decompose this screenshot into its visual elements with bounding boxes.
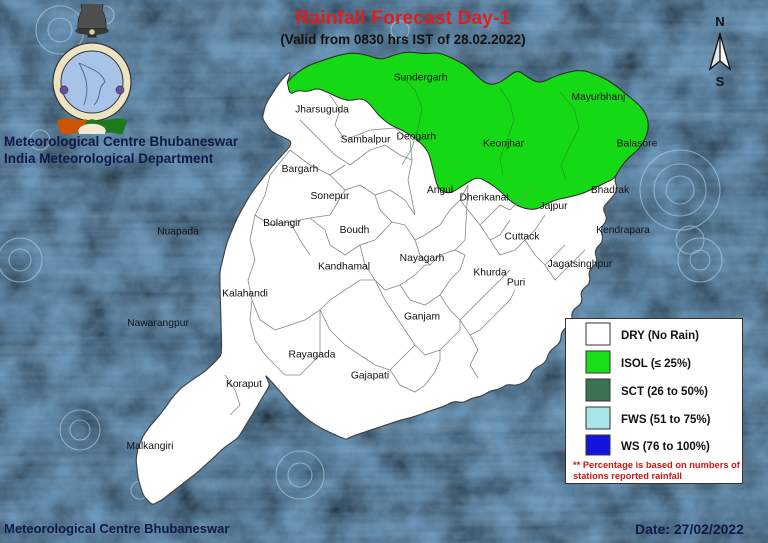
svg-text:Jajpur: Jajpur [539,201,568,212]
svg-text:FWS (51 to 75%): FWS (51 to 75%) [621,414,711,426]
svg-text:stations reported rainfall: stations reported rainfall [573,471,682,481]
svg-text:Angul: Angul [427,185,453,196]
svg-text:S: S [716,74,725,89]
svg-text:Jharsuguda: Jharsuguda [295,105,349,116]
svg-text:Sonepur: Sonepur [311,191,351,202]
svg-text:Khurda: Khurda [473,267,506,278]
svg-text:Malkangiri: Malkangiri [127,441,174,452]
svg-text:Nuapada: Nuapada [157,227,199,238]
svg-text:Jagatsinghpur: Jagatsinghpur [548,259,613,270]
svg-text:Bargarh: Bargarh [282,164,319,175]
svg-text:Sambalpur: Sambalpur [341,134,391,145]
svg-text:Keonjhar: Keonjhar [483,139,525,150]
svg-text:DRY (No Rain): DRY (No Rain) [621,330,699,342]
svg-text:Mayurbhanj: Mayurbhanj [571,92,625,103]
svg-text:Ganjam: Ganjam [404,311,440,322]
svg-text:Balasore: Balasore [617,139,658,150]
svg-text:WS (76 to 100%): WS (76 to 100%) [621,441,710,453]
svg-text:Dhenkanal: Dhenkanal [459,193,508,204]
svg-text:Gajapati: Gajapati [351,371,389,382]
svg-text:SCT (26 to 50%): SCT (26 to 50%) [621,386,708,398]
svg-text:Boudh: Boudh [340,225,370,236]
svg-text:ISOL (≤ 25%): ISOL (≤ 25%) [621,358,691,370]
svg-text:Kandhamal: Kandhamal [318,261,370,272]
svg-text:Rayagada: Rayagada [289,349,336,360]
svg-text:N: N [715,14,724,29]
svg-text:Koraput: Koraput [226,379,262,390]
svg-text:Puri: Puri [507,277,525,288]
svg-text:Cuttack: Cuttack [505,232,541,243]
svg-text:Kendrapara: Kendrapara [596,225,650,236]
svg-text:Bhadrak: Bhadrak [591,185,630,196]
svg-text:Nayagarh: Nayagarh [400,253,445,264]
svg-text:Bolangir: Bolangir [263,218,301,229]
svg-text:Sundergarh: Sundergarh [394,72,448,83]
svg-text:Kalahandi: Kalahandi [222,288,268,299]
svg-text:** Percentage is based on numb: ** Percentage is based on numbers of [573,460,741,470]
svg-text:Nawarangpur: Nawarangpur [127,318,189,329]
svg-text:Deogarh: Deogarh [397,132,437,143]
